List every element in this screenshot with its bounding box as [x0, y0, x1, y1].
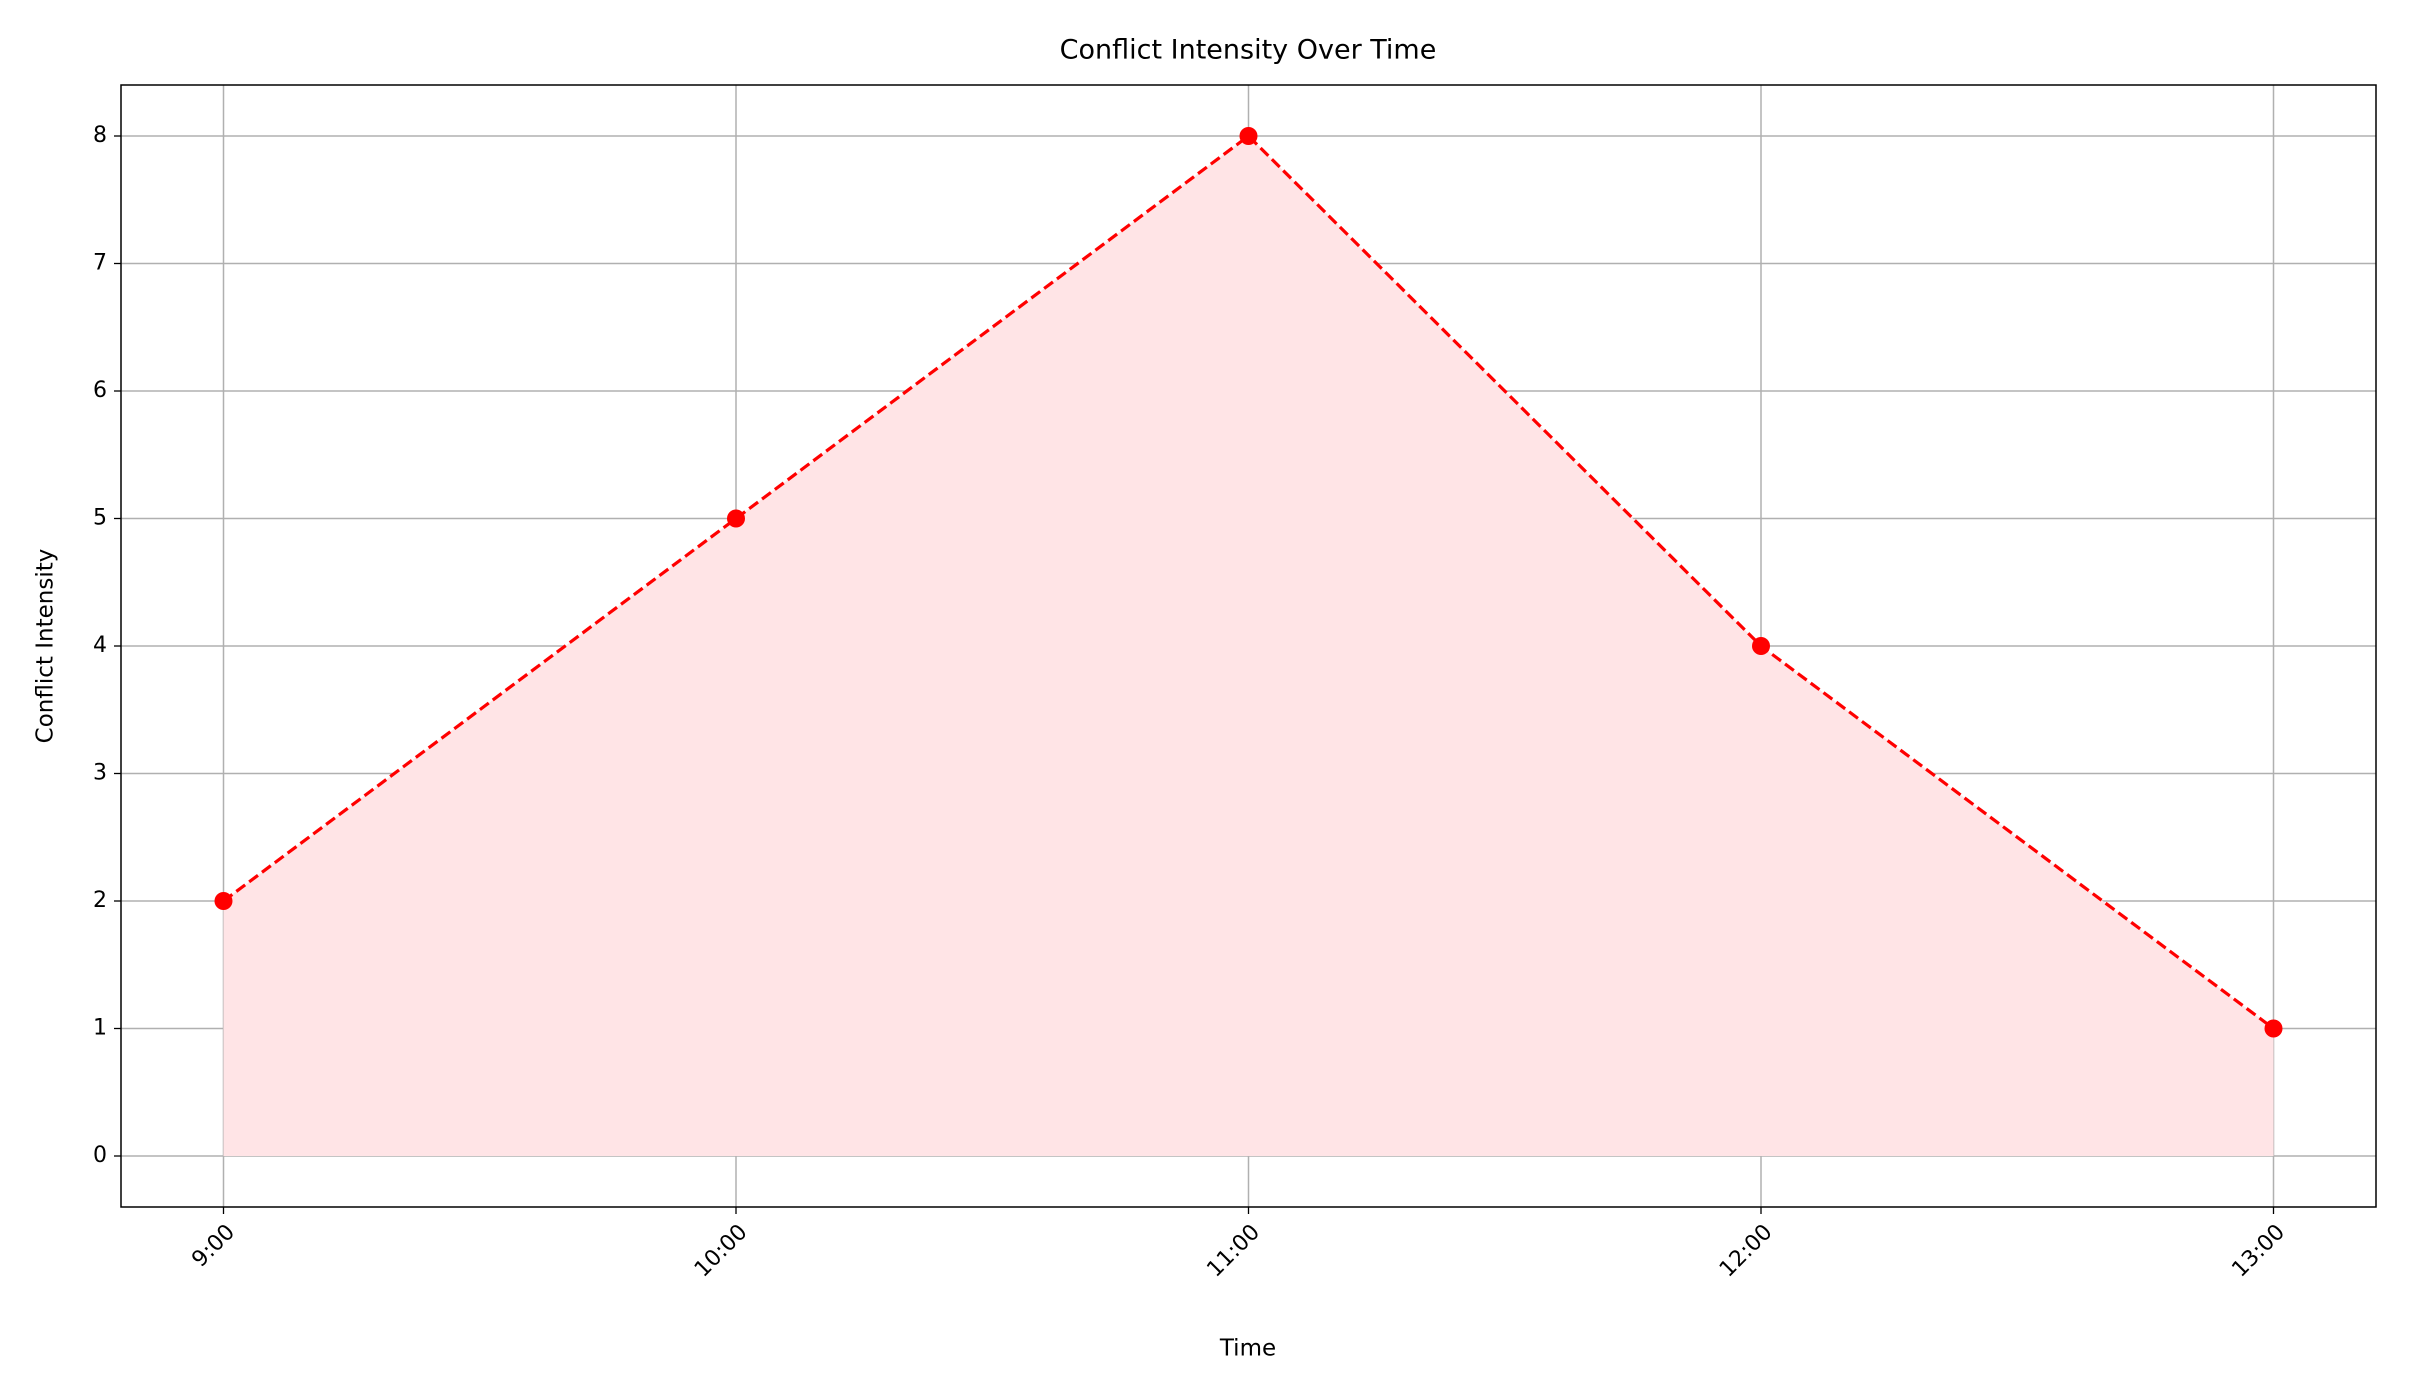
y-tick-label: 6 — [93, 378, 107, 403]
marker — [1752, 637, 1770, 655]
plot-frame — [120, 84, 2377, 1208]
x-tick-label: 9:00 — [187, 1220, 240, 1273]
x-tick-label: 11:00 — [1202, 1220, 1265, 1283]
y-tick-label: 4 — [93, 633, 107, 658]
y-tick-label: 7 — [93, 251, 107, 276]
marker — [2264, 1019, 2283, 1038]
x-tick-label: 10:00 — [690, 1220, 753, 1283]
y-tick-label: 8 — [93, 123, 107, 148]
area — [223, 136, 2274, 1156]
x-tick-label: 13:00 — [2227, 1220, 2290, 1283]
marker — [1239, 127, 1258, 145]
y-tick-label: 5 — [93, 506, 107, 531]
y-tick-label: 3 — [93, 761, 107, 786]
y-tick-label: 1 — [93, 1016, 107, 1041]
x-tick-label: 12:00 — [1715, 1220, 1778, 1283]
chart-title: Conflict Intensity Over Time — [1060, 35, 1437, 66]
x-axis-label: Time — [1219, 1336, 1276, 1362]
marker — [727, 509, 745, 528]
marker — [214, 892, 233, 910]
y-tick-label: 2 — [93, 888, 107, 913]
y-tick-label: 0 — [93, 1143, 107, 1168]
line — [222, 133, 2275, 1030]
y-axis-label: Conflict Intensity — [33, 549, 59, 744]
